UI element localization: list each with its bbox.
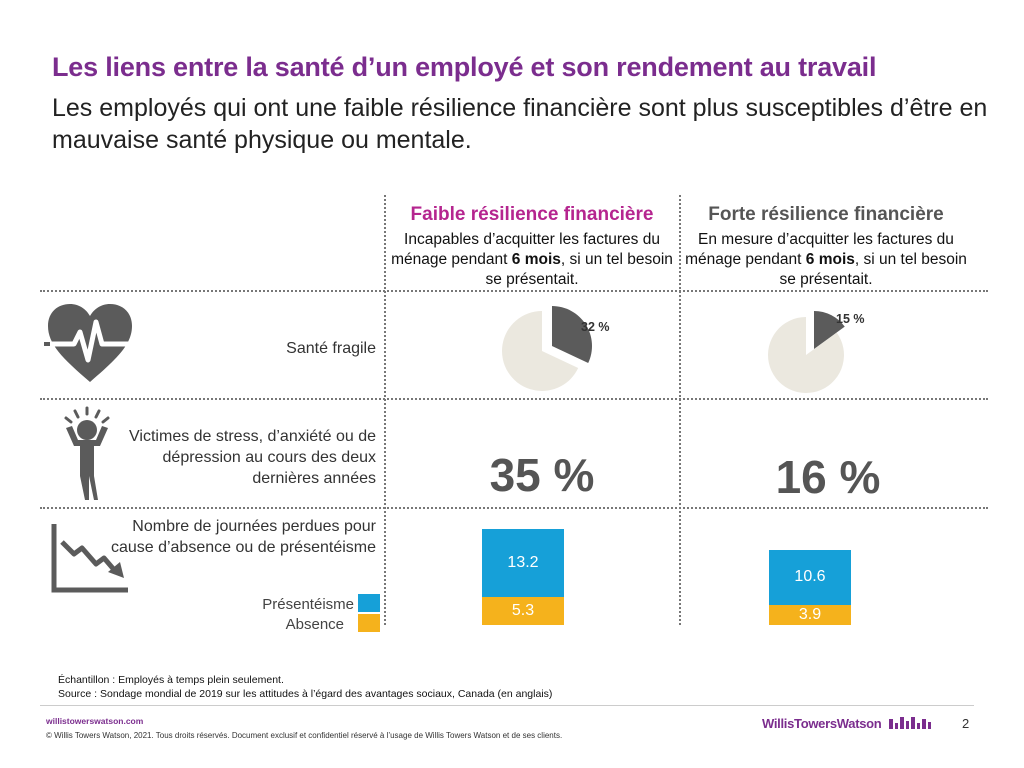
legend-swatch-presenteeism <box>358 594 380 612</box>
pie-low-remainder <box>502 311 579 391</box>
brand-bars-icon <box>888 717 931 729</box>
footer-copyright: © Willis Towers Watson, 2021. Tous droit… <box>46 731 563 740</box>
row-label-days: Nombre de journées perdues pour cause d’… <box>110 518 376 556</box>
heart-rate-icon <box>44 304 136 382</box>
footer-divider <box>40 705 974 706</box>
column-heading-low: Faible résilience financière <box>410 204 654 225</box>
page-number: 2 <box>962 716 970 731</box>
pie-high-remainder <box>768 317 844 393</box>
bar-low-absence: 5.3 <box>482 597 564 625</box>
bar-high: 10.6 3.9 <box>769 549 851 625</box>
stressed-person-icon <box>64 406 110 500</box>
legend-swatch-absence <box>358 614 380 632</box>
pie-label-low: 32 % <box>581 320 610 334</box>
column-divider-right <box>679 195 681 625</box>
pie-label-high: 15 % <box>836 312 865 326</box>
footer-url[interactable]: willistowerswatson.com <box>46 716 144 726</box>
declining-chart-icon <box>51 524 128 593</box>
row-divider-2 <box>40 398 988 400</box>
page-title: Les liens entre la santé d’un employé et… <box>52 52 877 82</box>
bar-low: 13.2 5.3 <box>482 528 564 625</box>
footnote-source: Source : Sondage mondial de 2019 sur les… <box>58 688 553 700</box>
row-divider-1 <box>40 290 988 292</box>
bar-high-absence: 3.9 <box>769 604 851 625</box>
column-heading-high: Forte résilience financière <box>708 204 944 225</box>
brand-logo: WillisTowersWatson <box>762 716 935 731</box>
pie-chart-high <box>768 311 845 393</box>
column-desc-low: Incapables d’acquitter les factures du m… <box>391 231 673 288</box>
row-label-health: Santé fragile <box>286 340 376 357</box>
stress-value-low: 35 % <box>489 449 595 501</box>
page-subtitle: Les employés qui ont une faible résilien… <box>52 94 988 154</box>
legend-label-presenteeism: Présentéisme <box>262 596 354 613</box>
bar-low-presenteeism: 13.2 <box>482 528 564 598</box>
bar-high-presenteeism: 10.6 <box>769 549 851 605</box>
brand-logo-text: WillisTowersWatson <box>762 716 882 731</box>
pie-high-slice <box>814 311 845 349</box>
column-divider-left <box>384 195 386 625</box>
column-header-low: Faible résilience financière Incapables … <box>387 204 677 290</box>
column-header-high: Forte résilience financière En mesure d’… <box>681 204 971 290</box>
pie-low-slice <box>552 306 592 364</box>
stress-value-high: 16 % <box>775 451 881 503</box>
row-label-stress: Victimes de stress, d’anxiété ou de dépr… <box>129 428 376 487</box>
column-desc-high: En mesure d’acquitter les factures du mé… <box>685 231 967 288</box>
pie-chart-low <box>502 306 592 391</box>
row-divider-3 <box>40 507 988 509</box>
footnote-sample: Échantillon : Employés à temps plein seu… <box>58 674 284 686</box>
legend-label-absence: Absence <box>285 616 344 633</box>
